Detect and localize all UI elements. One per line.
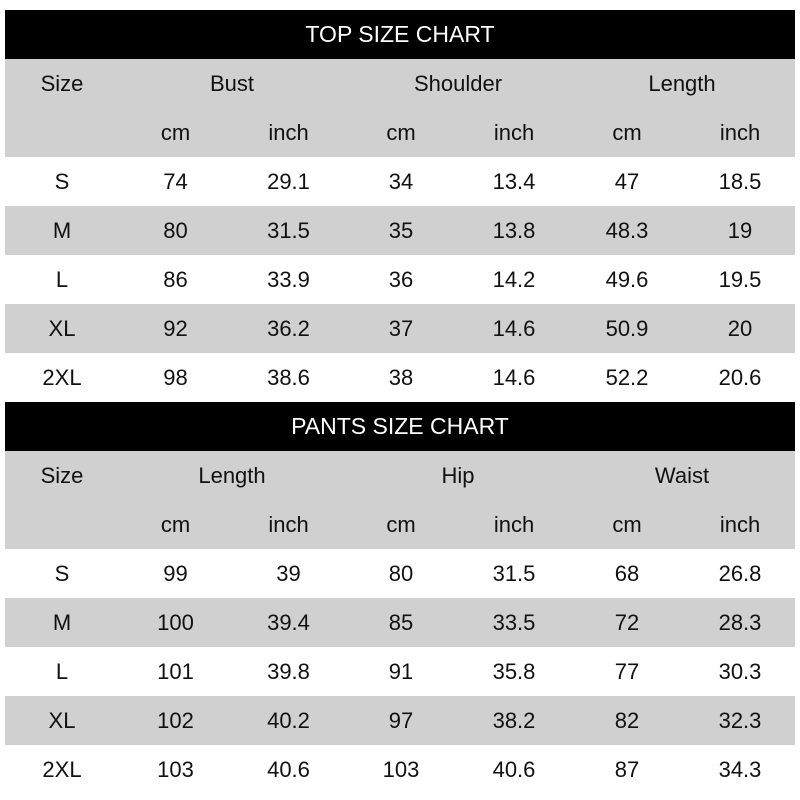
- row-band: [5, 206, 795, 255]
- group-header: Hip: [441, 462, 475, 488]
- measure-value: 80: [388, 560, 414, 586]
- size-header: Size: [40, 462, 84, 488]
- measure-value: 35: [388, 217, 414, 243]
- measure-value: 72: [614, 609, 640, 635]
- measure-value: 52.2: [605, 364, 649, 390]
- row-band: [5, 598, 795, 647]
- measure-value: 34.3: [718, 756, 762, 782]
- row-band: [5, 304, 795, 353]
- measure-value: 36: [388, 266, 414, 292]
- group-header: Length: [648, 70, 716, 96]
- measure-value: 103: [157, 756, 194, 782]
- measure-value: 101: [157, 658, 194, 684]
- unit-header: cm: [160, 511, 191, 537]
- measure-value: 85: [388, 609, 414, 635]
- measure-value: 87: [614, 756, 640, 782]
- unit-header: inch: [268, 511, 309, 537]
- unit-header: cm: [612, 511, 642, 537]
- size-label: L: [55, 658, 69, 684]
- unit-header: inch: [493, 119, 535, 145]
- measure-value: 26.8: [718, 560, 762, 586]
- unit-header: inch: [719, 119, 761, 145]
- row-band: [5, 696, 795, 745]
- measure-value: 38.2: [492, 707, 536, 733]
- size-label: S: [54, 560, 70, 586]
- measure-value: 32.3: [718, 707, 762, 733]
- measure-value: 18.5: [718, 168, 762, 194]
- table-title: TOP SIZE CHART: [5, 10, 795, 59]
- measure-value: 48.3: [605, 217, 649, 243]
- unit-header: cm: [612, 119, 642, 145]
- unit-header: cm: [160, 119, 191, 145]
- measure-value: 97: [388, 707, 414, 733]
- measure-value: 50.9: [605, 315, 649, 341]
- measure-value: 14.6: [492, 315, 536, 341]
- size-label: 2XL: [42, 364, 82, 390]
- size-label: M: [52, 609, 72, 635]
- size-label: M: [52, 217, 72, 243]
- measure-value: 91: [388, 658, 414, 684]
- measure-value: 14.2: [492, 266, 536, 292]
- measure-value: 31.5: [492, 560, 536, 586]
- group-header: Shoulder: [413, 70, 503, 96]
- group-header: Waist: [654, 462, 710, 488]
- size-label: S: [54, 168, 70, 194]
- measure-value: 33.9: [267, 266, 310, 292]
- size-label: 2XL: [42, 756, 82, 782]
- measure-value: 40.6: [492, 756, 536, 782]
- measure-value: 100: [157, 609, 194, 635]
- measure-value: 20.6: [718, 364, 762, 390]
- measure-value: 98: [163, 364, 188, 390]
- measure-value: 39.8: [267, 658, 310, 684]
- measure-value: 34: [388, 168, 414, 194]
- measure-value: 20: [727, 315, 753, 341]
- measure-value: 14.6: [492, 364, 536, 390]
- measure-value: 33.5: [492, 609, 536, 635]
- measure-value: 39: [276, 560, 301, 586]
- unit-header: inch: [719, 511, 761, 537]
- measure-value: 40.6: [267, 756, 310, 782]
- measure-value: 29.1: [267, 168, 310, 194]
- measure-value: 19: [727, 217, 753, 243]
- measure-value: 47: [614, 168, 640, 194]
- measure-value: 77: [614, 658, 640, 684]
- measure-value: 86: [163, 266, 188, 292]
- size-label: L: [55, 266, 69, 292]
- measure-value: 74: [163, 168, 188, 194]
- measure-value: 82: [614, 707, 640, 733]
- measure-value: 13.4: [492, 168, 536, 194]
- measure-value: 49.6: [605, 266, 649, 292]
- measure-value: 35.8: [492, 658, 536, 684]
- size-label: XL: [48, 315, 76, 341]
- measure-value: 102: [157, 707, 194, 733]
- measure-value: 40.2: [267, 707, 310, 733]
- measure-value: 39.4: [267, 609, 310, 635]
- measure-value: 38.6: [267, 364, 310, 390]
- measure-value: 99: [163, 560, 188, 586]
- measure-value: 36.2: [267, 315, 310, 341]
- measure-value: 30.3: [718, 658, 762, 684]
- unit-header: inch: [268, 119, 309, 145]
- measure-value: 37: [388, 315, 414, 341]
- unit-header: cm: [386, 119, 416, 145]
- measure-value: 19.5: [718, 266, 762, 292]
- size-label: XL: [48, 707, 76, 733]
- measure-value: 31.5: [267, 217, 310, 243]
- measure-value: 28.3: [718, 609, 762, 635]
- measure-value: 103: [382, 756, 420, 782]
- unit-header: inch: [493, 511, 535, 537]
- measure-value: 13.8: [492, 217, 536, 243]
- group-header: Length: [198, 462, 266, 488]
- measure-value: 38: [388, 364, 414, 390]
- size-header: Size: [40, 70, 84, 96]
- group-header: Bust: [209, 70, 255, 96]
- measure-value: 92: [163, 315, 188, 341]
- table-title: PANTS SIZE CHART: [5, 402, 795, 451]
- measure-value: 68: [614, 560, 640, 586]
- measure-value: 80: [163, 217, 188, 243]
- header-band: [5, 59, 795, 157]
- header-band: [5, 451, 795, 549]
- unit-header: cm: [386, 511, 416, 537]
